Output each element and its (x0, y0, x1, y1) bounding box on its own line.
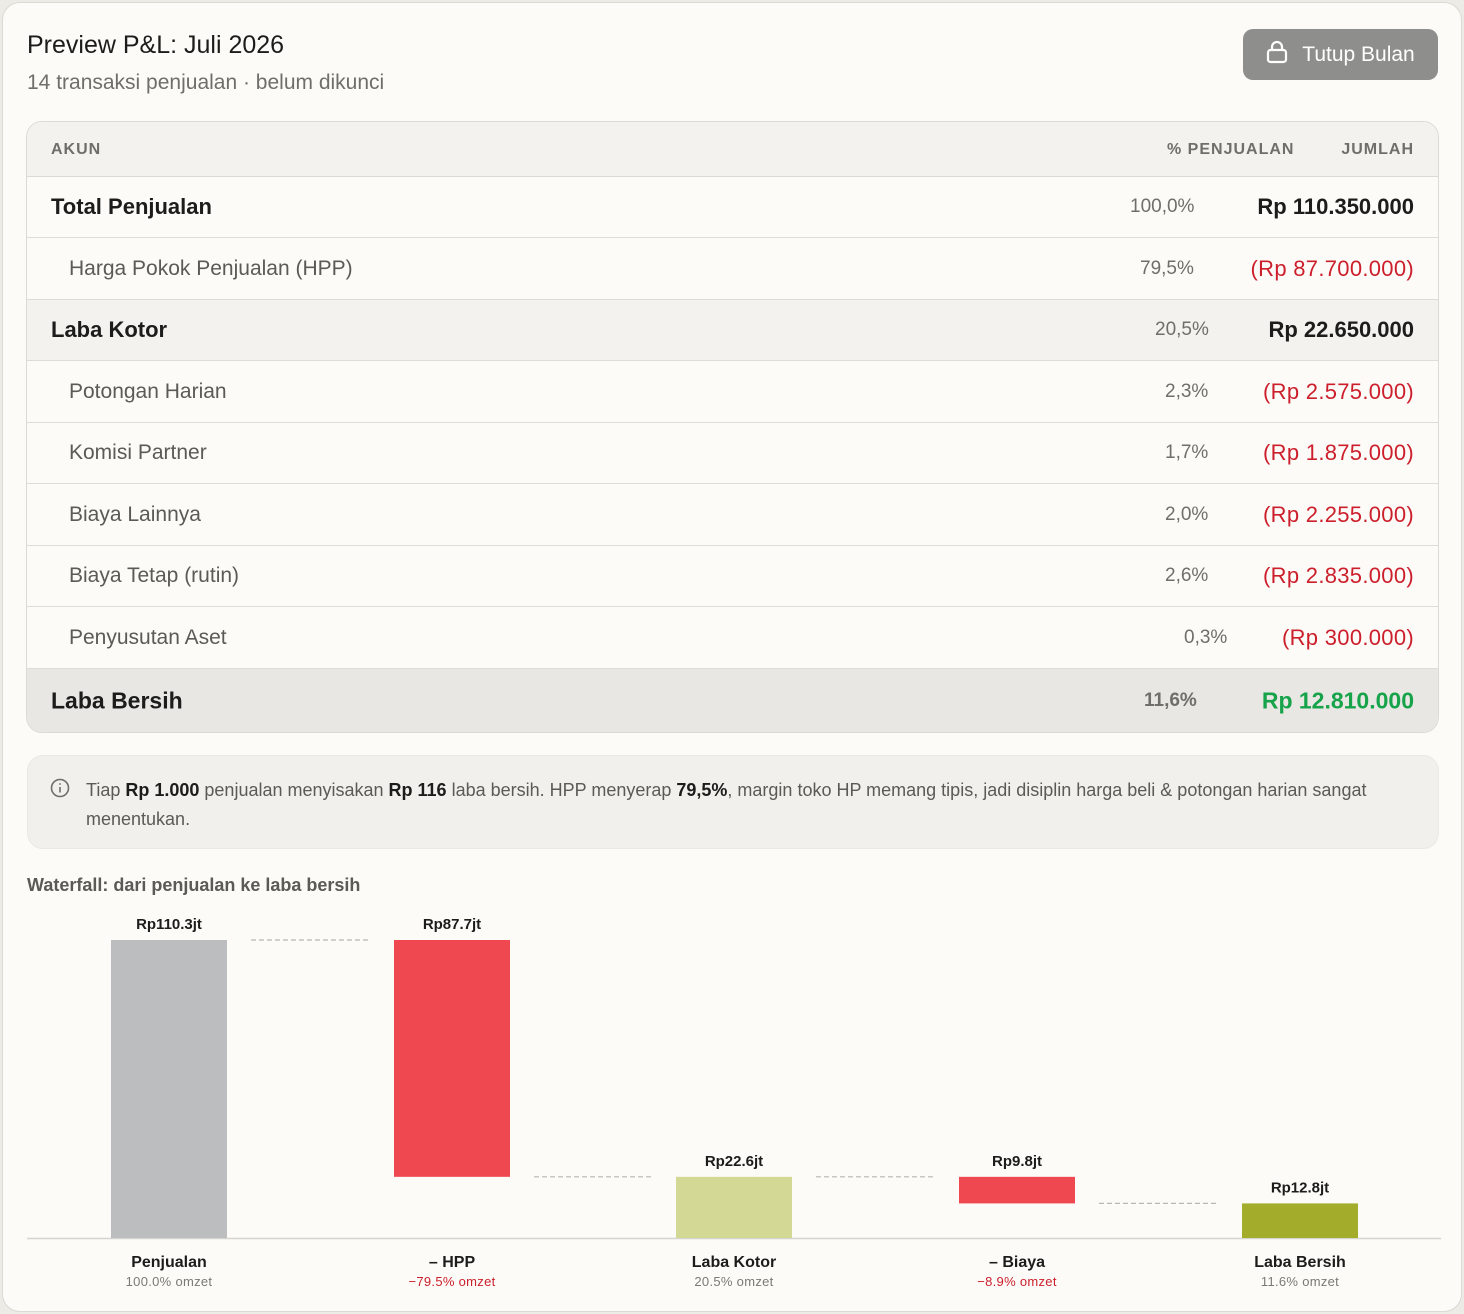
row-percent: 2,6% (1165, 565, 1209, 586)
insight-callout: Tiap Rp 1.000 penjualan menyisakan Rp 11… (27, 755, 1439, 849)
waterfall-bar (394, 940, 510, 1177)
pnl-table: AKUN % PENJUALAN JUMLAH Total Penjualan … (26, 121, 1439, 733)
bar-category-label: Laba Kotor (692, 1254, 776, 1271)
row-amount: (Rp 1.875.000) (1263, 440, 1414, 465)
bar-sub-label: −79.5% omzet (408, 1274, 495, 1289)
row-percent: 0,3% (1184, 626, 1228, 648)
bar-sub-label: 11.6% omzet (1261, 1274, 1339, 1289)
waterfall-bar (676, 1176, 792, 1238)
table-row-total-sales: Total Penjualan 100,0% Rp 110.350.000 (27, 177, 1438, 238)
close-month-button[interactable]: Tutup Bulan (1243, 29, 1438, 80)
row-label: Harga Pokok Penjualan (HPP) (69, 256, 353, 280)
table-row-net-profit: Laba Bersih 11,6% Rp 12.810.000 (27, 669, 1438, 732)
row-amount: Rp 12.810.000 (1261, 687, 1414, 714)
row-label: Biaya Tetap (rutin) (69, 564, 240, 587)
row-amount: (Rp 300.000) (1281, 624, 1414, 650)
bar-category-label: – HPP (429, 1254, 476, 1271)
table-row-hpp: Harga Pokok Penjualan (HPP) 79,5% (Rp 87… (27, 238, 1438, 300)
table-row-depreciation: Penyusutan Aset 0,3% (Rp 300.000) (27, 607, 1438, 669)
bar-value-label: Rp22.6jt (705, 1153, 763, 1170)
table-row-other-costs: Biaya Lainnya 2,0% (Rp 2.255.000) (27, 484, 1438, 546)
row-label: Potongan Harian (69, 379, 227, 403)
row-label: Laba Bersih (51, 687, 183, 714)
bar-category-label: Laba Bersih (1254, 1254, 1346, 1271)
row-amount: Rp 110.350.000 (1257, 194, 1414, 219)
row-amount: (Rp 2.575.000) (1263, 378, 1414, 404)
bar-value-label: Rp9.8jt (992, 1153, 1042, 1170)
bar-value-label: Rp87.7jt (423, 916, 481, 933)
row-label: Penyusutan Aset (69, 625, 227, 649)
row-label: Total Penjualan (51, 194, 212, 219)
row-percent: 11,6% (1144, 690, 1197, 711)
row-percent: 1,7% (1165, 442, 1209, 463)
waterfall-bar (959, 1176, 1075, 1204)
table-row-partner-commission: Komisi Partner 1,7% (Rp 1.875.000) (27, 423, 1438, 484)
waterfall-chart: Rp110.3jt Penjualan 100.0% omzet Rp87.7jt – … (27, 916, 1441, 1289)
column-header-percent: % PENJUALAN (1167, 141, 1295, 158)
row-amount: (Rp 87.700.000) (1250, 255, 1414, 281)
bar-category-label: – Biaya (989, 1254, 1045, 1271)
row-percent: 100,0% (1130, 196, 1195, 217)
bar-category-label: Penjualan (131, 1254, 207, 1271)
bar-value-label: Rp12.8jt (1271, 1179, 1329, 1196)
bar-value-label: Rp110.3jt (136, 916, 202, 933)
waterfall-title: Waterfall: dari penjualan ke laba bersih (27, 875, 361, 895)
bar-sub-label: 100.0% omzet (126, 1274, 213, 1289)
row-percent: 2,0% (1165, 503, 1209, 525)
row-label: Biaya Lainnya (69, 502, 201, 526)
waterfall-bar (111, 940, 227, 1238)
bar-sub-label: 20.5% omzet (694, 1274, 773, 1289)
table-row-fixed-costs: Biaya Tetap (rutin) 2,6% (Rp 2.835.000) (27, 546, 1438, 607)
column-header-account: AKUN (51, 141, 102, 158)
row-amount: (Rp 2.255.000) (1263, 501, 1414, 527)
row-label: Komisi Partner (69, 441, 207, 464)
info-icon (50, 778, 70, 798)
row-amount: Rp 22.650.000 (1268, 317, 1414, 342)
page-title: Preview P&L: Juli 2026 (27, 31, 285, 59)
row-amount: (Rp 2.835.000) (1263, 563, 1414, 588)
close-month-label: Tutup Bulan (1302, 42, 1415, 66)
table-row-daily-deduction: Potongan Harian 2,3% (Rp 2.575.000) (27, 361, 1438, 423)
table-header: AKUN % PENJUALAN JUMLAH (27, 122, 1438, 177)
page-subtitle: 14 transaksi penjualan · belum dikunci (27, 71, 385, 94)
table-row-gross-profit: Laba Kotor 20,5% Rp 22.650.000 (27, 300, 1438, 361)
column-header-amount: JUMLAH (1341, 141, 1414, 158)
row-percent: 20,5% (1155, 319, 1209, 340)
row-percent: 79,5% (1140, 257, 1194, 279)
lock-icon (1266, 40, 1288, 70)
bar-sub-label: −8.9% omzet (977, 1274, 1057, 1289)
insight-text: Tiap Rp 1.000 penjualan menyisakan Rp 11… (86, 780, 1367, 829)
row-percent: 2,3% (1165, 380, 1209, 402)
row-label: Laba Kotor (51, 317, 168, 342)
waterfall-bar (1242, 1203, 1358, 1238)
